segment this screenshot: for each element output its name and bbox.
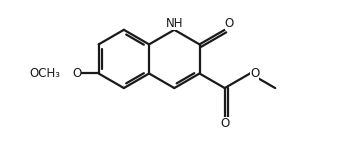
- Text: O: O: [225, 17, 234, 30]
- Text: O: O: [72, 67, 81, 80]
- Text: NH: NH: [165, 17, 183, 30]
- Text: O: O: [220, 117, 230, 130]
- Text: OCH₃: OCH₃: [30, 67, 61, 80]
- Text: O: O: [250, 67, 259, 80]
